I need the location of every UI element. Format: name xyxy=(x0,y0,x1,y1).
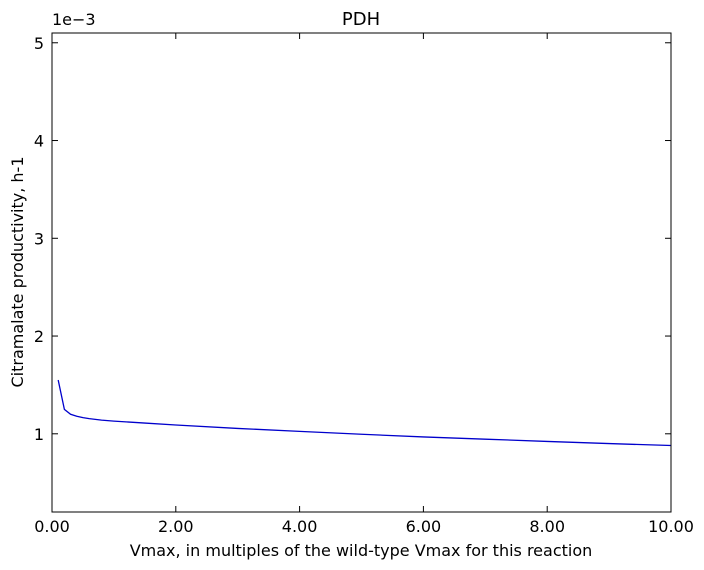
series-line-0 xyxy=(57,379,672,447)
plot-frame xyxy=(51,32,672,513)
plot-area xyxy=(51,32,672,513)
x-tick-label: 4.00 xyxy=(282,517,318,536)
y-tick-label: 2 xyxy=(34,327,44,346)
y-tick-label: 3 xyxy=(34,229,44,248)
y-axis-label: Citramalate productivity, h-1 xyxy=(8,156,27,387)
x-tick-label: 0.00 xyxy=(34,517,70,536)
y-tick-label: 4 xyxy=(34,132,44,151)
x-tick-label: 2.00 xyxy=(158,517,194,536)
y-axis-ticks: 1 2 3 4 5 xyxy=(34,34,671,444)
y-tick-label: 5 xyxy=(34,34,44,53)
x-axis-ticks: 0.00 2.00 4.00 6.00 8.00 10.00 xyxy=(34,33,694,536)
x-tick-label: 10.00 xyxy=(648,517,694,536)
y-axis-scale-label: 1e−3 xyxy=(52,10,96,29)
x-axis-label: Vmax, in multiples of the wild-type Vmax… xyxy=(130,541,593,560)
y-tick-label: 1 xyxy=(34,425,44,444)
chart-title: PDH xyxy=(342,9,380,30)
x-tick-label: 6.00 xyxy=(406,517,442,536)
x-tick-label: 8.00 xyxy=(529,517,565,536)
